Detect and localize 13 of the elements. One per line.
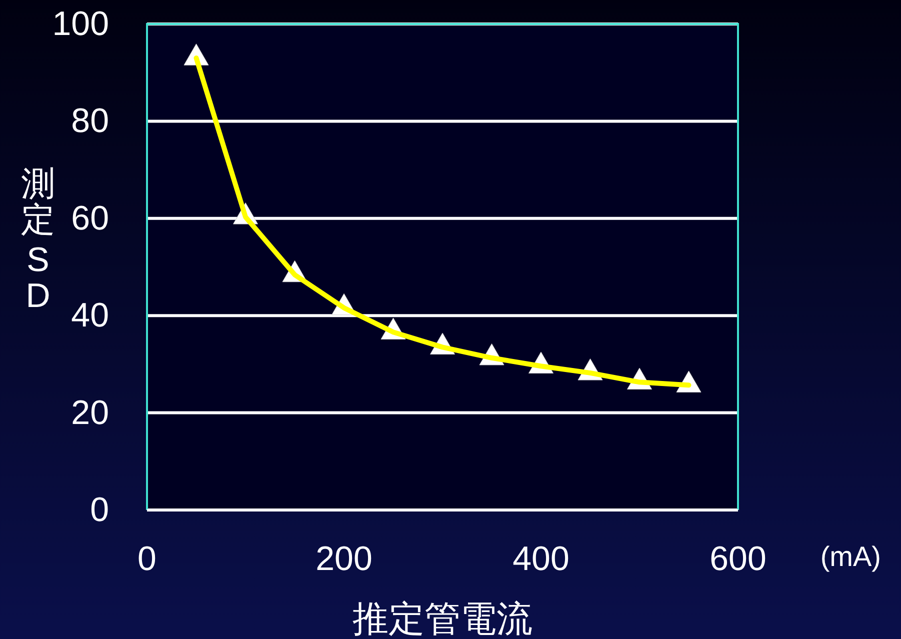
y-tick-label: 40 xyxy=(71,296,109,335)
y-tick-label: 80 xyxy=(71,102,109,140)
x-axis-title: 推定管電流 xyxy=(352,598,532,639)
y-tick-label: 60 xyxy=(71,199,109,238)
y-tick-label: 0 xyxy=(90,491,109,529)
x-tick-label: 0 xyxy=(138,540,156,578)
y-tick-label: 100 xyxy=(52,5,109,43)
x-tick-label: 200 xyxy=(316,540,372,578)
text: (mA) xyxy=(820,541,881,572)
y-axis-title: 測定SD xyxy=(21,165,55,315)
x-tick-label: 600 xyxy=(710,540,766,578)
x-tick-label: 400 xyxy=(512,540,570,578)
y-tick-label: 20 xyxy=(71,394,109,432)
